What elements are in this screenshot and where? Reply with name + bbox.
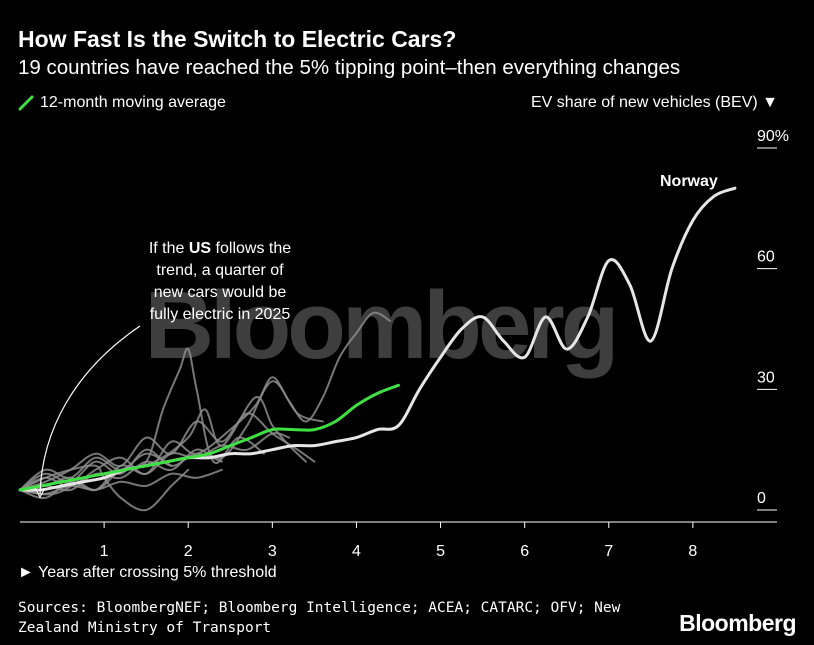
x-tick-label: 1 [100,543,109,560]
axis-layer: 1 2 3 4 5 6 7 8 0 30 60 90% [20,128,789,560]
y-axis-title: EV share of new vehicles (BEV) ▼ [530,94,778,111]
legend-line-swatch-icon [18,95,34,111]
us-annotation-post: follows the [211,240,291,257]
legend: 12-month moving average [18,94,226,112]
series-line-other-8 [19,380,324,492]
us-annotation-line-2: trend, a quarter of [156,262,284,279]
norway-label: Norway [660,173,718,190]
series-line-other-10 [19,468,223,495]
chart-subtitle: 19 countries have reached the 5% tipping… [18,56,681,79]
x-tick-label: 5 [436,543,445,560]
chart-title: How Fast Is the Switch to Electric Cars? [18,26,457,52]
y-tick-label: 0 [757,490,766,507]
x-tick-label: 2 [184,543,193,560]
y-tick-label: 90% [757,128,789,145]
us-annotation-line-4: fully electric in 2025 [150,306,291,323]
us-annotation-line-3: new cars would be [154,284,287,301]
y-tick-label: 30 [757,369,775,386]
us-annotation-arrowhead [34,487,46,499]
legend-label: 12-month moving average [40,94,226,111]
us-annotation-bold: US [189,240,212,257]
us-annotation-line-1: If the US follows the [149,240,291,257]
x-tick-label: 7 [604,543,613,560]
series-layer [18,186,737,512]
us-annotation-pre: If the [149,240,189,257]
annotation-layer: Norway If the US follows the trend, a qu… [34,173,718,499]
series-line-other-5 [19,311,392,491]
series-line-us [18,383,400,492]
series-line-other-9 [19,452,173,491]
x-tick-label: 8 [688,543,697,560]
us-annotation-arrow [39,325,141,495]
y-tick-label: 60 [757,249,775,266]
bloomberg-logo: Bloomberg [679,610,796,636]
x-axis-title: ► Years after crossing 5% threshold [18,564,277,581]
source-note: Sources: BloombergNEF; Bloomberg Intelli… [18,600,621,636]
x-tick-label: 3 [268,543,277,560]
x-tick-label: 4 [352,543,361,560]
x-tick-label: 6 [520,543,529,560]
